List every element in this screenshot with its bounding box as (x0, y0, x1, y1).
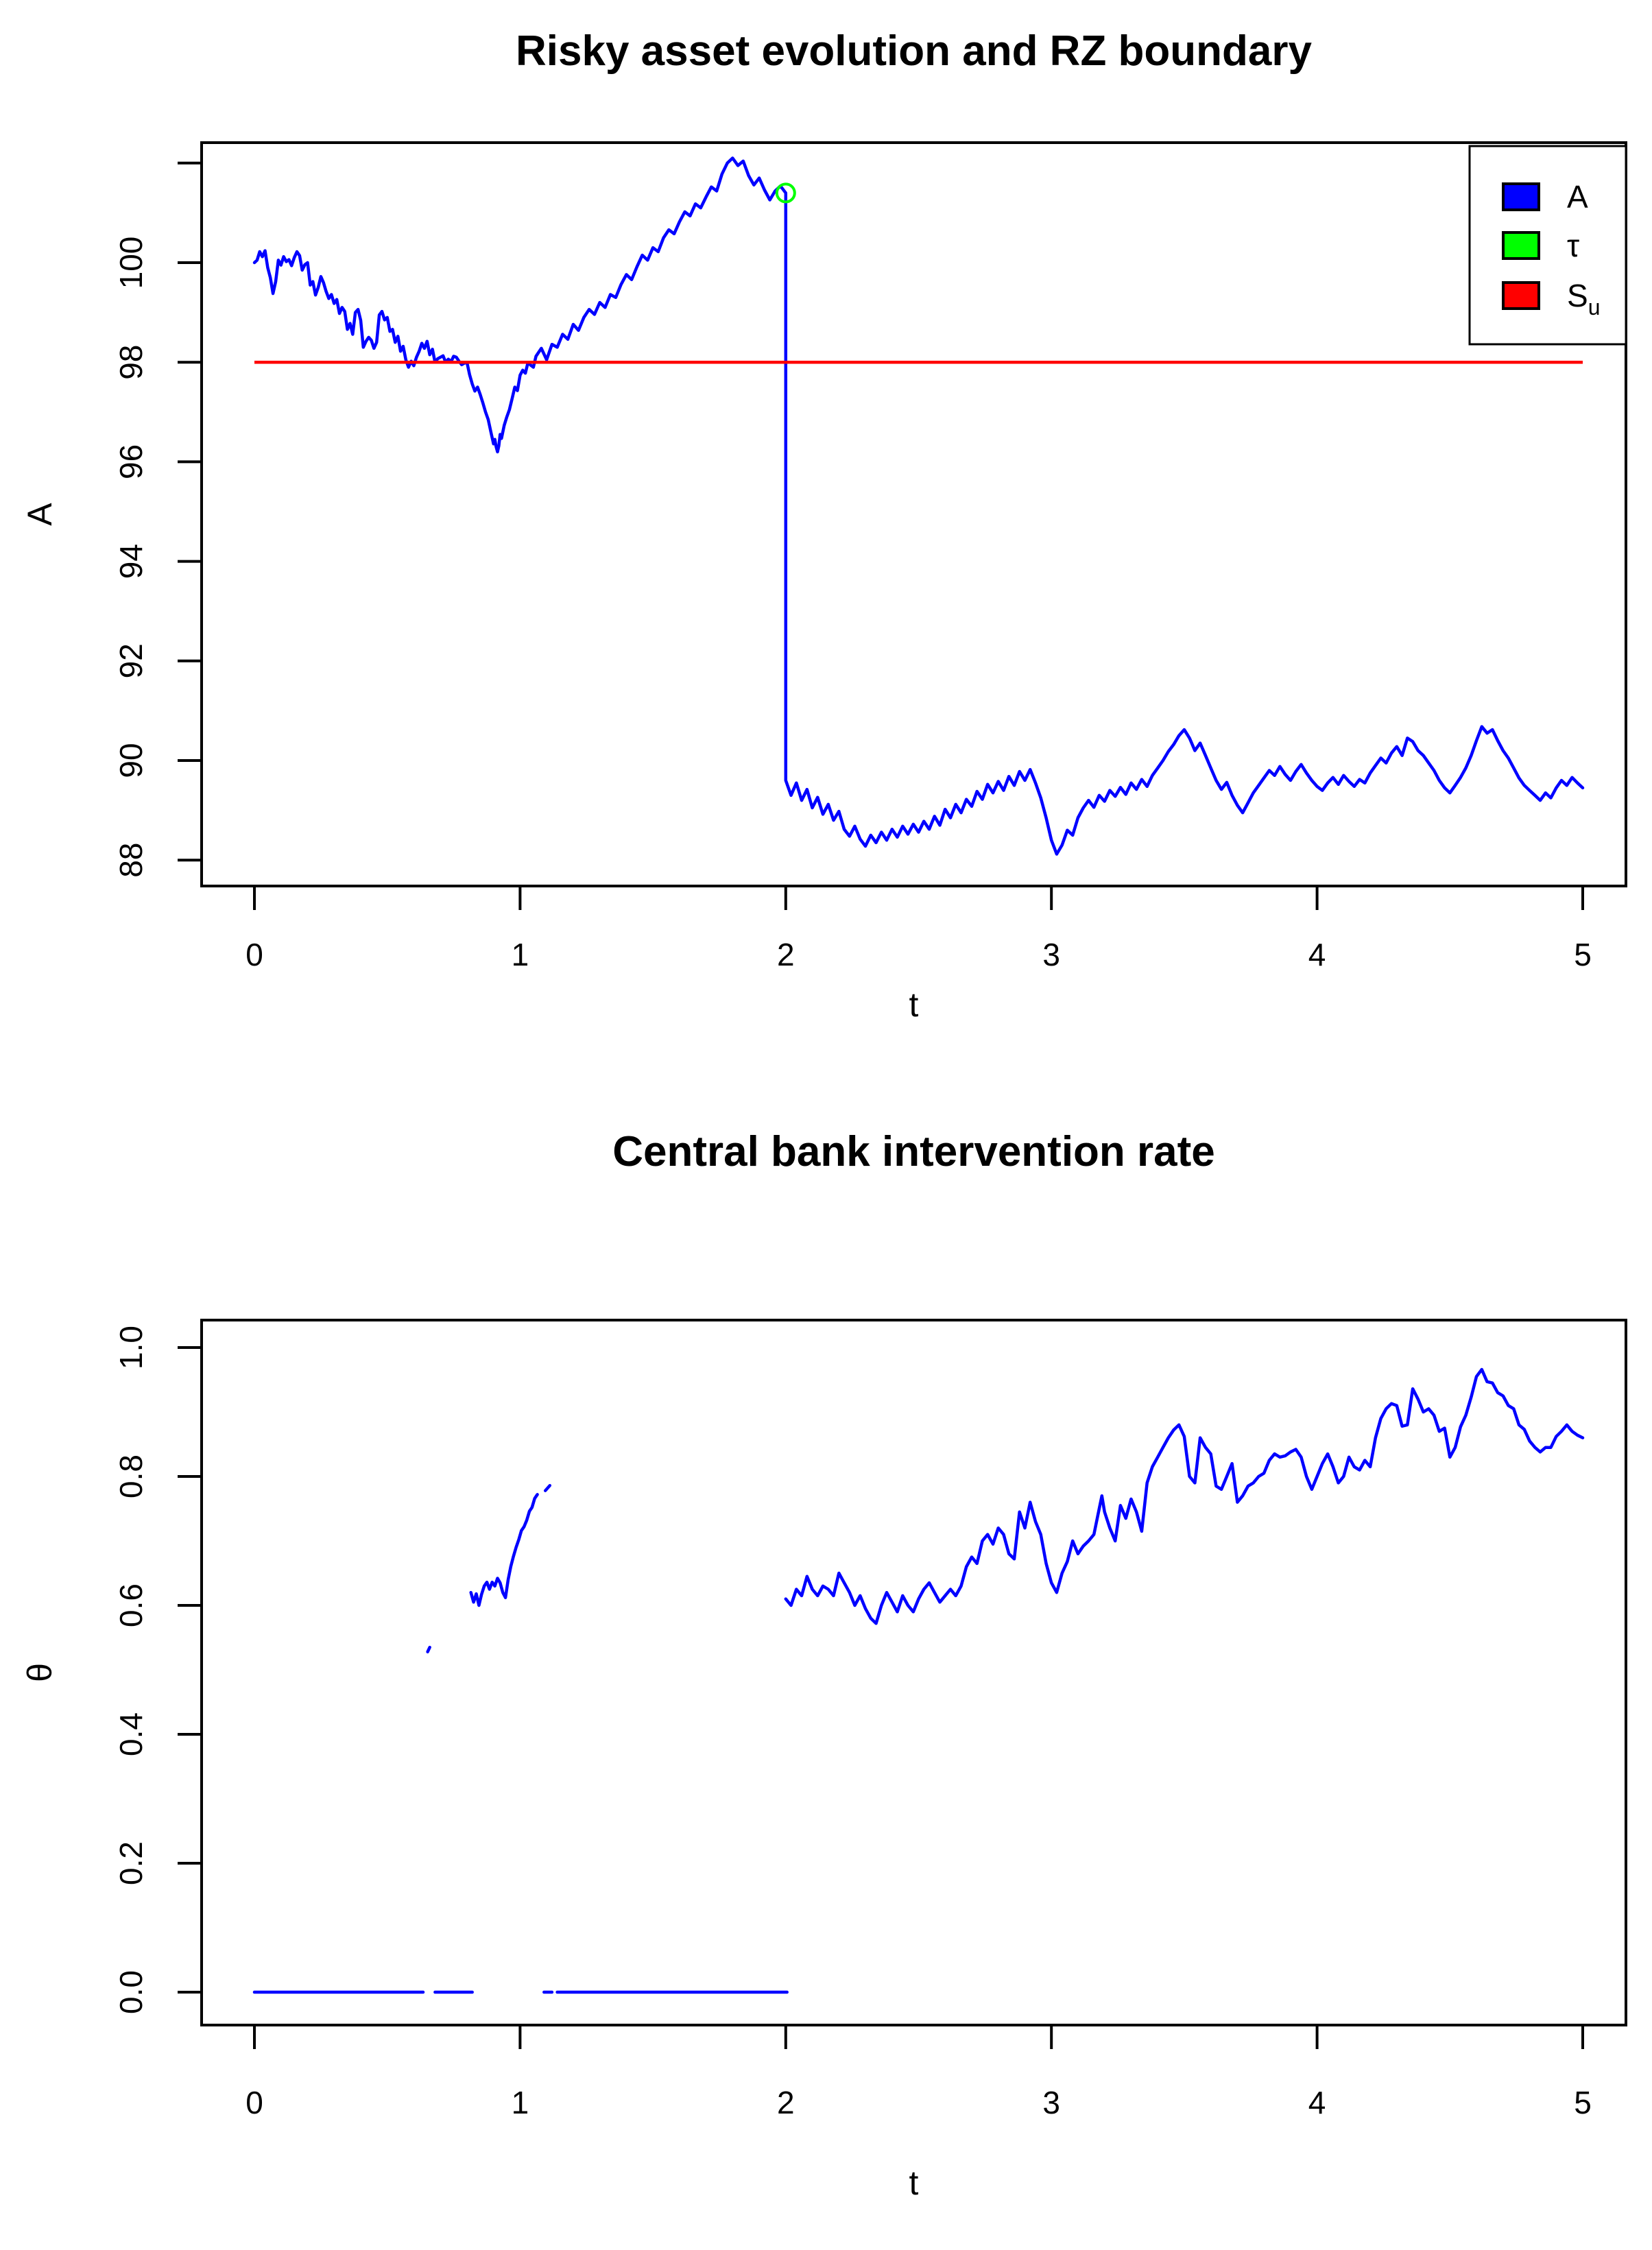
y-tick-label: 0.6 (113, 1583, 149, 1627)
x-axis-label: t (909, 2164, 919, 2202)
y-tick-label: 94 (113, 544, 149, 579)
y-tick-label: 88 (113, 843, 149, 878)
y-tick-label: 1.0 (113, 1326, 149, 1369)
series-line-θ (426, 1645, 431, 1653)
y-tick-label: 0.4 (113, 1712, 149, 1756)
legend-label: A (1567, 179, 1588, 215)
x-tick-label: 1 (512, 937, 529, 972)
x-tick-label: 1 (512, 2085, 529, 2120)
y-tick-label: 0.8 (113, 1455, 149, 1498)
plot-title: Risky asset evolution and RZ boundary (516, 27, 1313, 75)
legend-swatch-icon (1502, 231, 1540, 260)
x-axis-label: t (909, 985, 919, 1024)
tau-marker-icon (775, 182, 796, 204)
series-line-θ (784, 1367, 1585, 1625)
y-tick-label: 100 (113, 237, 149, 289)
x-tick-label: 3 (1042, 937, 1060, 972)
y-axis-label: θ (21, 1663, 59, 1682)
x-tick-label: 4 (1308, 937, 1326, 972)
y-axis-label: A (21, 503, 59, 526)
y-tick-label: 98 (113, 345, 149, 380)
plot-title: Central bank intervention rate (612, 1128, 1215, 1175)
x-tick-label: 5 (1574, 2085, 1592, 2120)
series-line-A (252, 156, 1585, 856)
x-tick-label: 5 (1574, 937, 1592, 972)
y-tick-label: 92 (113, 643, 149, 678)
x-tick-label: 3 (1042, 2085, 1060, 2120)
x-tick-label: 0 (246, 937, 263, 972)
y-tick-label: 96 (113, 444, 149, 479)
y-tick-label: 0.0 (113, 1970, 149, 2014)
y-tick-label: 0.2 (113, 1841, 149, 1885)
series-line-θ (543, 1483, 552, 1492)
x-tick-label: 0 (246, 2085, 263, 2120)
y-tick-label: 90 (113, 743, 149, 778)
x-tick-label: 4 (1308, 2085, 1326, 2120)
series-line-θ (469, 1493, 539, 1607)
x-tick-label: 2 (777, 2085, 795, 2120)
legend-label: τ (1567, 228, 1579, 263)
legend-label: Su (1567, 278, 1600, 320)
x-tick-label: 2 (777, 937, 795, 972)
legend-swatch-icon (1502, 182, 1540, 211)
plot-box (200, 141, 1627, 887)
legend-box (1468, 145, 1627, 346)
legend-swatch-icon (1502, 281, 1540, 310)
plot-box (200, 1319, 1627, 2026)
